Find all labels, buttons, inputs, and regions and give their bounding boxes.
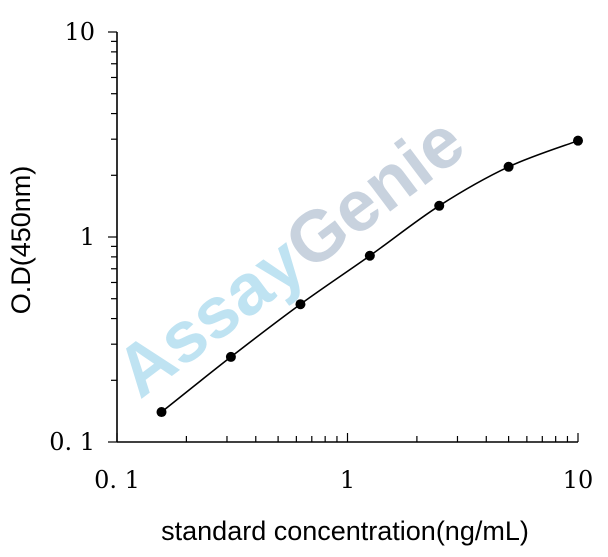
data-point <box>503 161 514 172</box>
data-point <box>225 351 236 362</box>
y-tick-label: 0. 1 <box>49 428 95 456</box>
axes: 0. 1 1 10 0. 1 1 10 <box>49 18 593 494</box>
x-tick-label: 0. 1 <box>94 466 140 494</box>
y-axis-title: O.D(450nm) <box>6 166 36 315</box>
watermark-assay: Assay <box>101 221 319 413</box>
data-point <box>364 250 375 261</box>
data-point <box>295 299 306 310</box>
plot-area <box>156 135 583 418</box>
watermark-genie: Genie <box>271 101 479 285</box>
watermark-logo: AssayGenie <box>101 101 478 413</box>
x-tick-label: 1 <box>340 466 355 494</box>
y-tick-label: 1 <box>80 223 95 251</box>
watermark: AssayGenie <box>101 101 478 413</box>
data-point <box>156 407 167 418</box>
y-tick-label: 10 <box>64 18 95 46</box>
data-point <box>573 135 583 146</box>
x-axis-title: standard concentration(ng/mL) <box>161 516 529 546</box>
x-tick-label: 10 <box>563 466 594 494</box>
data-point <box>434 200 445 211</box>
